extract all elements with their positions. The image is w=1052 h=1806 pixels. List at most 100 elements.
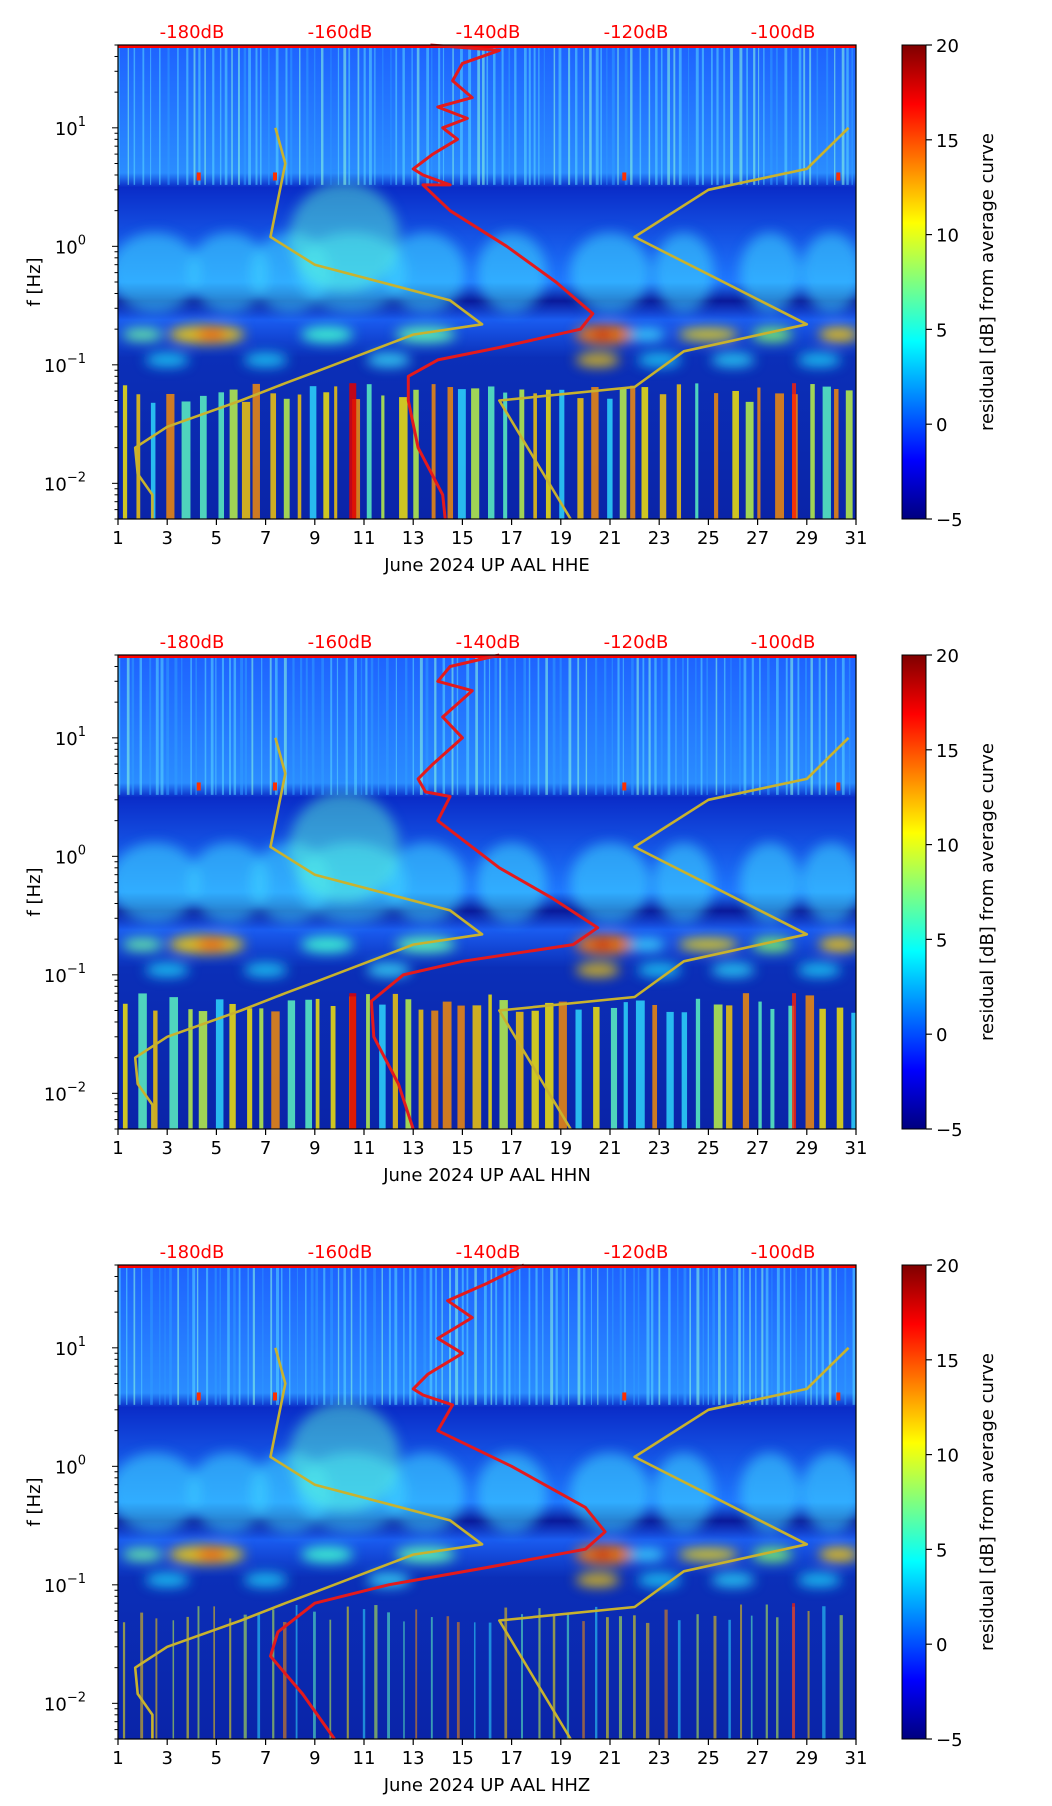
high-frequency-lines: [118, 1265, 855, 1405]
hf-line: [126, 655, 130, 795]
energy-blob: [289, 791, 400, 902]
hf-line: [435, 1265, 437, 1405]
streak: [387, 1612, 390, 1739]
hf-line: [360, 655, 363, 795]
hf-line: [535, 1265, 538, 1405]
hf-line: [127, 45, 129, 185]
energy-blob: [570, 842, 650, 923]
x-tick-label: 21: [599, 528, 622, 549]
streak: [521, 1614, 523, 1739]
hf-line: [274, 655, 278, 795]
streak: [362, 1609, 366, 1739]
streak: [153, 1010, 158, 1129]
energy-blob: [752, 1547, 793, 1562]
streak: [415, 1609, 418, 1739]
x-axis-label: June 2024 UP AAL HHZ: [383, 1775, 590, 1796]
hf-line: [775, 45, 778, 185]
hf-line: [738, 655, 741, 795]
hf-line: [323, 1265, 326, 1405]
streak: [819, 1008, 826, 1129]
streak: [155, 1618, 158, 1739]
hf-line: [816, 45, 819, 185]
x-tick-label: 11: [353, 528, 376, 549]
hf-line: [243, 45, 247, 185]
colorbar-tick-label: 20: [936, 646, 959, 667]
hf-line: [269, 655, 272, 795]
hf-line: [456, 655, 459, 795]
streak: [666, 1011, 674, 1129]
hf-line: [660, 655, 663, 795]
energy-blob: [301, 936, 354, 953]
streak: [243, 1614, 247, 1739]
hf-line: [414, 1265, 417, 1405]
hf-line: [177, 1265, 180, 1405]
streak: [775, 393, 784, 519]
top-db-label: -100dB: [751, 1242, 816, 1263]
hf-line: [711, 45, 713, 185]
hf-line: [305, 655, 308, 795]
hf-line: [624, 1265, 626, 1405]
energy-blob: [301, 326, 354, 343]
energy-blob: [385, 1452, 466, 1533]
streak: [732, 390, 739, 519]
energy-blob: [818, 1547, 856, 1562]
energy-blob: [818, 327, 856, 342]
y-tick-exponent: 0: [78, 843, 86, 858]
hf-spot: [272, 782, 277, 791]
hf-line: [577, 655, 580, 795]
y-tick-exponent: 1: [78, 725, 86, 740]
hf-line: [606, 1265, 609, 1405]
hf-line: [224, 45, 228, 185]
hf-line: [611, 45, 615, 185]
x-tick-label: 3: [161, 1748, 172, 1769]
hf-line: [668, 1265, 671, 1405]
colorbar-tick-label: 5: [936, 1540, 947, 1561]
hf-line: [835, 1265, 837, 1405]
y-tick-exponent: 0: [78, 233, 86, 248]
hf-line: [619, 1265, 622, 1405]
hf-line: [365, 655, 368, 795]
hf-line: [174, 655, 178, 795]
hf-line: [238, 1265, 241, 1405]
hf-line: [431, 45, 433, 185]
streak: [676, 384, 682, 519]
x-tick-label: 27: [746, 528, 769, 549]
hf-line: [451, 655, 454, 795]
reference-model-curve: [133, 1347, 484, 1739]
streak: [504, 1607, 508, 1739]
hf-line: [537, 655, 540, 795]
hf-line: [385, 655, 389, 795]
hf-line: [583, 45, 585, 185]
energy-blob: [476, 232, 547, 313]
streak: [807, 1610, 810, 1739]
hf-line: [260, 45, 262, 185]
hf-line: [809, 45, 812, 185]
energy-blob: [118, 232, 200, 313]
x-tick-label: 29: [795, 528, 818, 549]
y-tick-label: 100: [55, 843, 86, 868]
hf-line: [118, 45, 120, 185]
hf-line: [131, 655, 135, 795]
y-axis-label: f [Hz]: [24, 257, 45, 306]
energy-blob: [289, 181, 400, 292]
streak: [122, 1622, 126, 1739]
colorbar-tick-label: 5: [936, 320, 947, 341]
colorbar-tick-label: 10: [936, 1446, 959, 1467]
hf-line: [514, 1265, 516, 1405]
energy-blob: [195, 939, 228, 950]
hf-line: [648, 655, 651, 795]
hf-line: [215, 655, 217, 795]
hf-line: [343, 1265, 347, 1405]
hf-line: [357, 45, 360, 185]
colorbar-label: residual [dB] from average curve: [977, 743, 998, 1041]
hf-line: [804, 655, 808, 795]
hf-line: [595, 45, 599, 185]
hf-line: [210, 655, 214, 795]
top-db-label: -180dB: [160, 22, 225, 43]
hf-line: [715, 655, 718, 795]
hf-line: [590, 1265, 592, 1405]
y-tick-label: 10−1: [44, 352, 86, 377]
hf-line: [292, 655, 295, 795]
hf-line: [449, 1265, 452, 1405]
energy-blob: [678, 1548, 739, 1561]
